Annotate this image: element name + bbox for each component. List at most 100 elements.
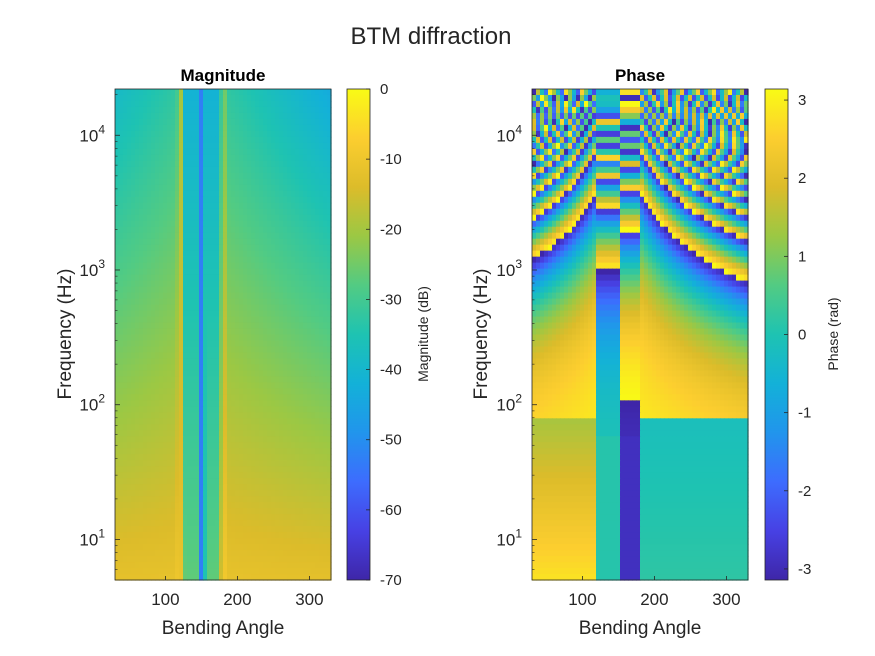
heatmap-cell: [143, 340, 148, 348]
heatmap-cell: [283, 89, 288, 96]
heatmap-cell: [295, 334, 300, 342]
heatmap-cell: [323, 496, 328, 503]
heatmap-cell: [115, 454, 120, 461]
heatmap-cell: [319, 286, 324, 294]
heatmap-cell: [147, 238, 152, 246]
heatmap-cell: [143, 286, 148, 294]
heatmap-cell: [319, 94, 324, 102]
heatmap-cell: [167, 484, 172, 491]
heatmap-cell: [215, 340, 220, 348]
heatmap-cell: [163, 424, 168, 431]
heatmap-cell: [223, 478, 228, 485]
heatmap-cell: [664, 124, 669, 132]
heatmap-cell: [227, 94, 232, 102]
heatmap-cell: [319, 256, 324, 264]
heatmap-cell: [552, 100, 557, 108]
heatmap-cell: [171, 358, 176, 366]
heatmap-cell: [171, 514, 176, 521]
heatmap-cell: [219, 94, 224, 102]
heatmap-cell: [243, 154, 248, 162]
heatmap-cell: [159, 364, 164, 372]
heatmap-cell: [235, 556, 240, 563]
heatmap-cell: [155, 424, 160, 431]
heatmap-cell: [151, 214, 156, 222]
heatmap-cell: [199, 514, 204, 521]
heatmap-cell: [203, 406, 208, 413]
heatmap-cell: [119, 568, 124, 575]
heatmap-cell: [199, 298, 204, 306]
heatmap-cell: [147, 316, 152, 324]
heatmap-cell: [199, 214, 204, 222]
heatmap-cell: [315, 466, 320, 473]
heatmap-cell: [267, 220, 272, 228]
heatmap-cell: [255, 310, 260, 318]
heatmap-cell: [223, 262, 228, 270]
heatmap-cell: [636, 100, 641, 108]
heatmap-cell: [223, 268, 228, 276]
heatmap-cell: [195, 424, 200, 431]
colorbar-tick-label: -60: [380, 502, 402, 519]
heatmap-cell: [263, 154, 268, 162]
heatmap-cell: [239, 124, 244, 132]
heatmap-cell: [131, 334, 136, 342]
heatmap-cell: [171, 532, 176, 539]
heatmap-cell: [223, 322, 228, 330]
heatmap-cell: [115, 124, 120, 132]
heatmap-cell: [179, 142, 184, 150]
heatmap-cell: [159, 310, 164, 318]
heatmap-cell: [227, 442, 232, 449]
heatmap-cell: [307, 514, 312, 521]
heatmap-cell: [319, 394, 324, 401]
heatmap-cell: [311, 172, 316, 180]
heatmap-cell: [139, 376, 144, 383]
heatmap-cell: [179, 502, 184, 509]
heatmap-cell: [303, 208, 308, 216]
heatmap-cell: [231, 178, 236, 186]
heatmap-cell: [632, 112, 637, 120]
heatmap-cell: [323, 292, 328, 300]
heatmap-cell: [259, 514, 264, 521]
heatmap-cell: [299, 454, 304, 461]
heatmap-cell: [215, 352, 220, 360]
heatmap-cell: [151, 316, 156, 324]
heatmap-cell: [275, 178, 280, 186]
heatmap-cell: [688, 136, 693, 144]
heatmap-cell: [299, 472, 304, 479]
heatmap-cell: [327, 382, 332, 389]
heatmap-cell: [231, 118, 236, 126]
heatmap-cell: [151, 514, 156, 521]
heatmap-cell: [115, 514, 120, 521]
heatmap-cell: [231, 352, 236, 360]
heatmap-cell: [163, 172, 168, 180]
heatmap-cell: [215, 274, 220, 282]
heatmap-cell: [295, 118, 300, 126]
heatmap-cell: [648, 89, 653, 96]
heatmap-cell: [219, 208, 224, 216]
heatmap-cell: [167, 226, 172, 234]
heatmap-cell: [327, 226, 332, 234]
heatmap-cell: [159, 322, 164, 330]
heatmap-cell: [295, 490, 300, 497]
heatmap-cell: [259, 520, 264, 527]
heatmap-cell: [207, 574, 212, 581]
heatmap-cell: [219, 484, 224, 491]
heatmap-cell: [303, 460, 308, 467]
heatmap-cell: [215, 502, 220, 509]
heatmap-cell: [303, 340, 308, 348]
heatmap-cell: [175, 490, 180, 497]
heatmap-cell: [307, 202, 312, 210]
heatmap-cell: [159, 484, 164, 491]
heatmap-cell: [139, 340, 144, 348]
heatmap-cell: [159, 352, 164, 360]
heatmap-cell: [291, 112, 296, 120]
heatmap-cell: [311, 328, 316, 336]
heatmap-cell: [211, 202, 216, 210]
heatmap-cell: [688, 118, 693, 126]
heatmap-cell: [251, 238, 256, 246]
heatmap-cell: [235, 262, 240, 270]
heatmap-cell: [219, 190, 224, 198]
heatmap-cell: [259, 538, 264, 545]
heatmap-cell: [143, 562, 148, 569]
heatmap-cell: [151, 352, 156, 360]
heatmap-cell: [311, 166, 316, 174]
